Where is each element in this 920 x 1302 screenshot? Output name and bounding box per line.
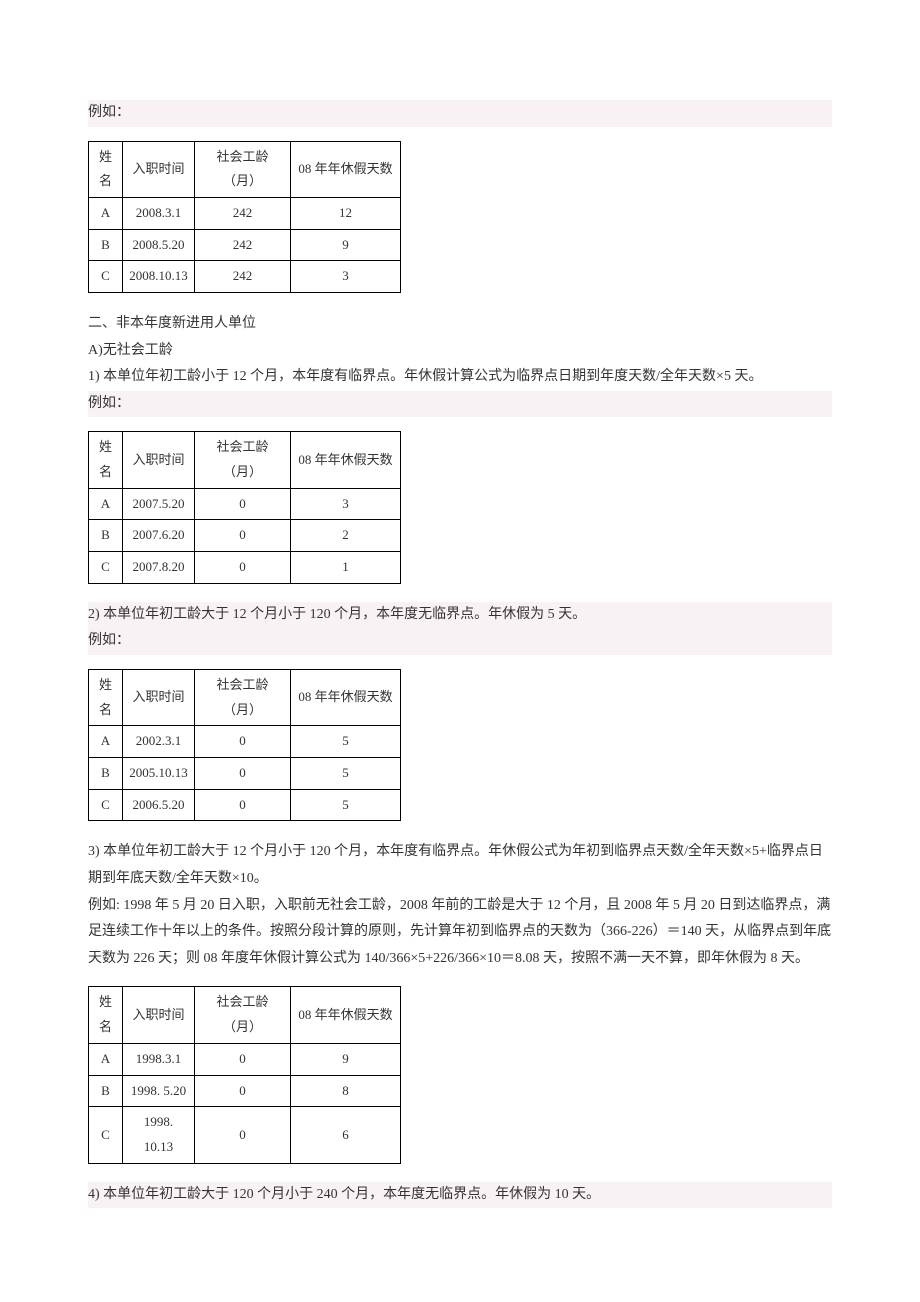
table-row: C 2008.10.13 242 3 <box>89 261 401 293</box>
table-header-row: 姓名 入职时间 社会工龄（月） 08 年年休假天数 <box>89 987 401 1043</box>
th-date: 入职时间 <box>123 670 195 726</box>
table-4: 姓名 入职时间 社会工龄（月） 08 年年休假天数 A 1998.3.1 0 9… <box>88 986 401 1163</box>
table-header-row: 姓名 入职时间 社会工龄（月） 08 年年休假天数 <box>89 670 401 726</box>
paragraph-1: 1) 本单位年初工龄小于 12 个月，本年度有临界点。年休假计算公式为临界点日期… <box>88 364 832 391</box>
th-days: 08 年年休假天数 <box>291 432 401 488</box>
th-months: 社会工龄（月） <box>195 670 291 726</box>
table-row: A 2002.3.1 0 5 <box>89 726 401 758</box>
th-days: 08 年年休假天数 <box>291 141 401 197</box>
example-label: 例如： <box>88 100 832 127</box>
table-2: 姓名 入职时间 社会工龄（月） 08 年年休假天数 A 2007.5.20 0 … <box>88 431 401 583</box>
th-date: 入职时间 <box>123 141 195 197</box>
th-days: 08 年年休假天数 <box>291 987 401 1043</box>
th-days: 08 年年休假天数 <box>291 670 401 726</box>
paragraph-4: 4) 本单位年初工龄大于 120 个月小于 240 个月，本年度无临界点。年休假… <box>88 1182 832 1209</box>
example-label: 例如： <box>88 391 832 418</box>
th-name: 姓名 <box>89 432 123 488</box>
th-name: 姓名 <box>89 670 123 726</box>
th-name: 姓名 <box>89 987 123 1043</box>
subsection-a: A)无社会工龄 <box>88 338 832 365</box>
paragraph-2: 2) 本单位年初工龄大于 12 个月小于 120 个月，本年度无临界点。年休假为… <box>88 602 832 629</box>
example-label: 例如： <box>88 628 832 655</box>
table-3: 姓名 入职时间 社会工龄（月） 08 年年休假天数 A 2002.3.1 0 5… <box>88 669 401 821</box>
table-row: C 2007.8.20 0 1 <box>89 552 401 584</box>
table-row: B 2008.5.20 242 9 <box>89 229 401 261</box>
table-row: C 2006.5.20 0 5 <box>89 789 401 821</box>
paragraph-3b: 例如: 1998 年 5 月 20 日入职，入职前无社会工龄，2008 年前的工… <box>88 893 832 973</box>
th-name: 姓名 <box>89 141 123 197</box>
table-row: C 1998. 10.13 0 6 <box>89 1107 401 1163</box>
table-row: B 2005.10.13 0 5 <box>89 758 401 790</box>
th-months: 社会工龄（月） <box>195 987 291 1043</box>
paragraph-3a: 3) 本单位年初工龄大于 12 个月小于 120 个月，本年度有临界点。年休假公… <box>88 839 832 892</box>
table-header-row: 姓名 入职时间 社会工龄（月） 08 年年休假天数 <box>89 432 401 488</box>
th-date: 入职时间 <box>123 987 195 1043</box>
table-row: A 2008.3.1 242 12 <box>89 197 401 229</box>
table-1: 姓名 入职时间 社会工龄（月） 08 年年休假天数 A 2008.3.1 242… <box>88 141 401 293</box>
table-header-row: 姓名 入职时间 社会工龄（月） 08 年年休假天数 <box>89 141 401 197</box>
table-row: A 1998.3.1 0 9 <box>89 1043 401 1075</box>
table-row: A 2007.5.20 0 3 <box>89 488 401 520</box>
section-title: 二、非本年度新进用人单位 <box>88 311 832 338</box>
table-row: B 2007.6.20 0 2 <box>89 520 401 552</box>
table-row: B 1998. 5.20 0 8 <box>89 1075 401 1107</box>
th-months: 社会工龄（月） <box>195 141 291 197</box>
th-date: 入职时间 <box>123 432 195 488</box>
th-months: 社会工龄（月） <box>195 432 291 488</box>
